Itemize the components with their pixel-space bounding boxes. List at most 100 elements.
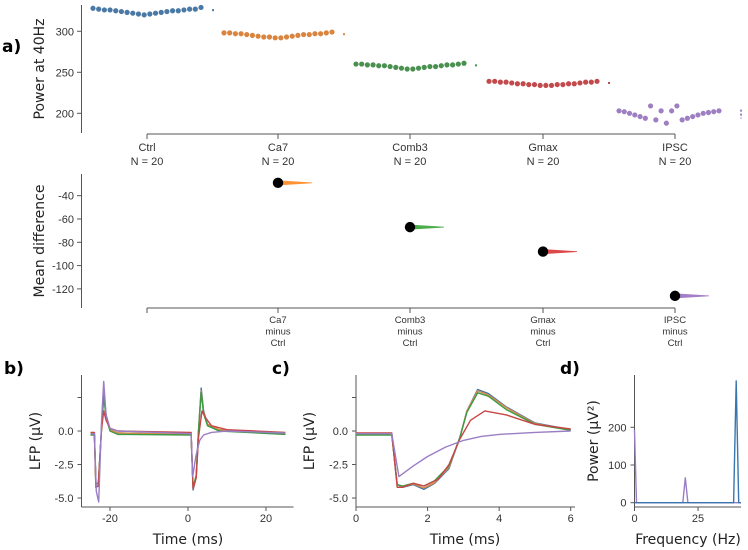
swarm-point [492,78,498,84]
swarm-point [278,35,284,41]
swarm-point [571,81,577,87]
swarm-y-tick-label: 250 [56,67,74,79]
swarm-point [169,8,176,14]
group-n-label: N = 20 [659,156,692,168]
swarm-point [329,29,335,35]
swarm-point [113,8,119,14]
lfp-full-series-line [90,380,286,503]
comparison-label: minus [265,327,291,338]
mean-diff-ylabel: Mean difference [32,185,48,298]
mean-diff-y-tick-label: -100 [52,261,74,273]
group-n-label: N = 20 [394,156,427,168]
lfp-full-series-line [90,410,286,490]
lfp-full-x-tick-label: 20 [260,513,272,525]
swarm-point [364,62,370,68]
mean-diff-y-tick-label: -80 [58,237,74,249]
comparison-label: minus [397,327,423,338]
swarm-point [626,110,633,116]
swarm-point [705,109,712,116]
comparison-label: Ctrl [668,338,683,349]
panel-label-a: a) [2,37,21,57]
swarm-point [261,34,267,40]
swarm-point [503,79,509,85]
mean-difference-point [404,221,416,233]
lfp-zoom-plot: LFP (μV) Time (ms) 0.0 -2.5 -5.0 0 2 4 6 [302,375,575,548]
swarm-point [101,7,107,13]
swarm-point [444,62,450,68]
lfp-zoom-series-line [356,392,571,487]
swarm-point [318,31,324,37]
swarm-point [232,31,238,37]
group-label: Ctrl [138,142,155,154]
swarm-point [175,8,181,14]
mean-difference-point [537,246,549,257]
spectrum-x-tick-label: 0 [631,513,637,525]
swarm-point [306,31,312,38]
swarm-point [118,8,125,15]
swarm-point [181,7,187,13]
comparison-label: minus [530,327,556,338]
swarm-point [187,6,193,12]
swarm-point [432,63,439,70]
panel-label-b: b) [4,359,24,379]
group-label: Gmax [528,142,558,154]
lfp-full-xlabel: Time (ms) [152,532,224,548]
swarm-point [674,103,680,109]
swarm-point [637,113,643,120]
swarm-point [295,32,301,38]
swarm-point [427,63,433,70]
swarm-point [283,34,290,40]
swarm-point [370,62,376,68]
lfp-zoom-x-tick-label: 0 [353,513,359,525]
bootstrap-distribution [410,224,444,230]
lfp-zoom-y-tick-label: 0.0 [333,426,348,438]
swarm-point [583,79,589,85]
swarm-point [147,11,153,17]
lfp-zoom-ylabel: LFP (μV) [302,412,318,470]
swarm-point [353,61,359,67]
swarm-point [497,79,503,85]
comparison-label: Ca7 [269,315,286,326]
lfp-zoom-x-tick-label: 4 [496,513,502,525]
lfp-full-series-line [90,387,286,491]
swarm-point [221,30,227,36]
swarm-point [658,108,664,114]
comparison-label: Ctrl [271,338,286,349]
comparison-label: minus [662,327,688,338]
mean-difference-point [272,177,284,189]
swarm-point [152,10,159,16]
swarm-point [289,33,295,39]
lfp-full-y-tick-label: -2.5 [55,460,74,472]
swarm-point [198,4,204,11]
swarm-point [381,63,388,69]
lfp-zoom-series-line [356,410,571,488]
swarm-point [300,31,307,38]
lfp-full-plot: LFP (μV) Time (ms) 0.0 -2.5 -5.0 -20 0 20 [28,375,294,548]
swarm-point [700,110,706,116]
spectrum-series-line [634,380,741,504]
lfp-zoom-series-line [356,390,571,489]
lfp-zoom-y-tick-label: -2.5 [329,460,348,472]
swarm-point [679,117,685,123]
swarm-point [663,120,669,126]
swarm-point [647,103,654,109]
swarm-point [621,109,627,115]
swarm-point [130,10,136,16]
swarm-point [684,115,691,121]
swarm-point [255,33,261,39]
mean-diff-y-tick-label: -120 [52,284,74,296]
lfp-full-y-tick-label: -5.0 [55,493,74,505]
mean-diff-y-tick-label: -60 [58,214,74,226]
swarm-point [158,9,164,15]
comparison-label: Ctrl [536,338,551,349]
lfp-full-series-line [90,391,286,488]
group-label: Ca7 [268,142,288,154]
swarm-point [526,81,532,88]
spectrum-series-line [633,429,741,504]
lfp-zoom-xlabel: Time (ms) [429,532,501,548]
lfp-zoom-x-tick-label: 2 [425,513,431,525]
swarm-point [531,81,538,88]
group-n-label: N = 20 [527,156,560,168]
swarm-point [359,61,365,67]
swarm-point [135,11,142,17]
